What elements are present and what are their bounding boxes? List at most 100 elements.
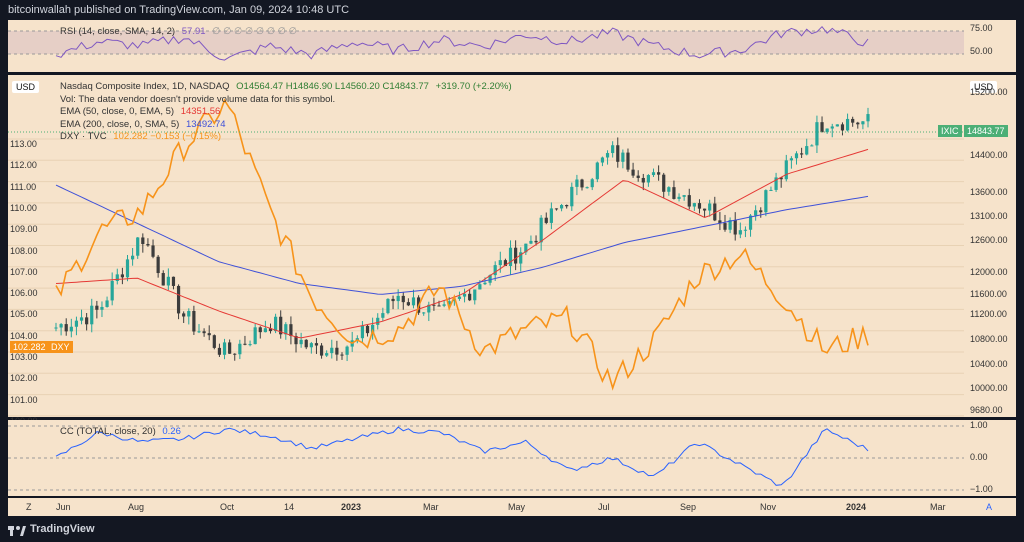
tradingview-logo-icon — [8, 526, 26, 536]
candle-body — [605, 153, 610, 158]
candle-body — [253, 327, 257, 345]
currency-left[interactable]: USD — [12, 81, 40, 93]
candle-body — [187, 310, 191, 317]
candle-body — [452, 298, 456, 302]
candle-body — [483, 282, 487, 285]
rsi-value: 57.91 — [181, 26, 206, 37]
candle-body — [447, 301, 451, 305]
cc-panel[interactable]: CC (TOTAL, close, 20) 0.26 — [8, 420, 964, 496]
right-tick: 11600.00 — [970, 289, 1007, 299]
right-tick: 11200.00 — [970, 309, 1007, 319]
candle-body — [79, 317, 84, 321]
candle-body — [136, 237, 140, 256]
auto-scale-button[interactable]: A — [986, 502, 993, 512]
candle-body — [590, 179, 594, 188]
candle-body — [682, 195, 686, 197]
candle-body — [621, 152, 625, 162]
main-change: +319.70 (+2.20%) — [435, 81, 512, 92]
right-tick: 10400.00 — [970, 359, 1008, 369]
candle-body — [151, 245, 155, 257]
candle-body — [759, 210, 763, 213]
dxy-value: 102.282 −0.153 (−0.15%) — [113, 131, 222, 142]
main-legend: Nasdaq Composite Index, 1D, NASDAQ O1456… — [60, 81, 516, 144]
rsi-tick-50: 50.00 — [970, 46, 993, 56]
rsi-axis[interactable]: 75.00 50.00 — [964, 20, 1016, 72]
candle-body — [626, 152, 630, 170]
left-tick: 104.00 — [10, 330, 38, 341]
candle-body — [161, 273, 165, 286]
candle-body — [176, 285, 181, 314]
left-tick: 107.00 — [10, 266, 38, 277]
time-label: Nov — [760, 502, 777, 512]
candle-body — [396, 295, 400, 302]
time-label: Aug — [128, 502, 145, 512]
candle-body — [319, 345, 324, 356]
candle-body — [391, 298, 395, 302]
candle-body — [325, 353, 329, 356]
ema200-line — [55, 184, 869, 295]
ixic-symbol-tag: IXIC — [938, 125, 962, 137]
candle-body — [100, 306, 104, 310]
cc-axis[interactable]: 1.00 0.00 −1.00 — [964, 420, 1016, 496]
main-ohlc: O14564.47 H14846.90 L14560.20 C14843.77 — [236, 81, 429, 92]
rsi-label: RSI (14, close, SMA, 14, 2) — [60, 26, 176, 37]
candle-body — [544, 217, 548, 223]
right-tick: 15200.00 — [970, 87, 1008, 97]
candle-body — [120, 274, 124, 278]
zoom-reset-button[interactable]: Z — [26, 502, 32, 512]
candle-body — [212, 335, 216, 348]
candle-body — [462, 293, 467, 297]
candle-body — [702, 208, 707, 211]
candle-body — [59, 324, 63, 328]
left-tick: 111.00 — [10, 181, 37, 192]
time-label: 2023 — [341, 502, 362, 512]
rsi-tick-75: 75.00 — [970, 23, 993, 33]
candle-body — [723, 223, 727, 230]
candle-body — [794, 153, 799, 159]
time-label: May — [508, 502, 526, 512]
candle-body — [294, 336, 298, 345]
rsi-panel[interactable]: RSI (14, close, SMA, 14, 2) 57.91 ∅ ∅ ∅ … — [8, 20, 964, 72]
main-panel[interactable]: Nasdaq Composite Index, 1D, NASDAQ O1456… — [8, 75, 964, 417]
candle-body — [866, 114, 870, 122]
candle-body — [733, 220, 737, 235]
candle-body — [692, 203, 696, 207]
cc-value: 0.26 — [162, 426, 181, 437]
candle-body — [514, 247, 518, 264]
time-label: 2024 — [846, 502, 867, 512]
candle-body — [406, 302, 410, 306]
candle-body — [856, 122, 860, 125]
left-tick: 103.00 — [10, 352, 38, 362]
candle-body — [228, 342, 232, 354]
footer-brand: TradingView — [30, 523, 95, 535]
candle-body — [575, 179, 579, 187]
left-tick: 109.00 — [10, 224, 38, 235]
main-right-axis[interactable]: USD 15200.00 14400.00 13600.00 13100.00 1260… — [964, 75, 1016, 417]
candle-body — [268, 328, 273, 332]
time-label: Sep — [680, 502, 697, 512]
time-label: Jun — [56, 502, 71, 512]
candle-body — [708, 203, 712, 211]
candle-body — [585, 187, 589, 189]
rsi-band — [8, 31, 964, 54]
candle-body — [636, 175, 640, 178]
candle-body — [258, 327, 262, 333]
candle-body — [611, 145, 615, 154]
time-label: Mar — [423, 502, 439, 512]
currency-right[interactable]: USD — [970, 81, 998, 93]
candle-body — [825, 128, 829, 133]
right-tick: 10800.00 — [970, 334, 1008, 344]
vol-note: Vol: The data vendor doesn't provide vol… — [60, 93, 336, 105]
cc-tick-0: 0.00 — [970, 452, 988, 462]
time-axis[interactable]: Z Jun Aug Oct 14 2023 Mar May Jul Sep Nov 2024 Mar … — [8, 498, 1016, 516]
time-label: Jul — [598, 502, 610, 512]
candle-body — [764, 190, 768, 213]
candle-body — [672, 187, 676, 199]
candle-body — [754, 210, 758, 216]
cc-line — [55, 426, 869, 486]
left-tick: 105.00 — [10, 309, 38, 320]
candle-body — [774, 177, 778, 190]
candle-body — [861, 121, 865, 125]
main-left-axis[interactable]: 113.00 112.00 111.00 110.00 109.00 108.00 107.… — [8, 75, 54, 447]
cc-label: CC (TOTAL, close, 20) — [60, 426, 156, 437]
